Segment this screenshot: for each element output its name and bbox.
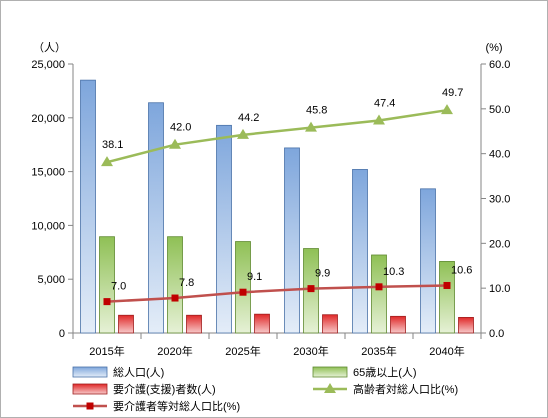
data-labels: 38.1 42.0 44.2 45.8 47.4 49.7 7.0 7.8 9.1 9.9 10.3… [102, 87, 472, 292]
y-left-tick-label: 0 [59, 328, 65, 340]
data-label-care-ratio: 7.0 [111, 281, 126, 293]
y-right-tick-label: 60.0 [489, 59, 510, 71]
y-left-tick-label: 10,000 [31, 220, 65, 232]
x-tick-label: 2020年 [157, 344, 192, 358]
legend-swatch [72, 383, 108, 395]
marker-care-ratio [171, 294, 179, 302]
data-label-elderly-ratio: 47.4 [374, 97, 395, 109]
legend-swatch [72, 366, 108, 378]
data-label-care-ratio: 10.6 [451, 264, 472, 276]
bar-care-needed [254, 313, 270, 334]
data-label-care-ratio: 7.8 [179, 277, 194, 289]
bar-aged-65-plus [235, 241, 251, 334]
legend-label: 高齢者対総人口比(%) [353, 382, 458, 396]
lines [101, 104, 453, 306]
y-right-tick-label: 20.0 [489, 238, 510, 250]
bar-care-needed [458, 316, 474, 334]
data-label-elderly-ratio: 42.0 [170, 122, 191, 134]
bar-total-population [284, 147, 300, 334]
bars [80, 79, 474, 334]
y-left-tick-label: 15,000 [31, 167, 65, 179]
axes: 0 5,000 10,000 15,000 20,000 25,000 0.0 10.0 20.… [31, 59, 510, 358]
x-tick-label: 2035年 [361, 344, 396, 358]
line-elderly-ratio [106, 108, 448, 164]
x-tick-label: 2025年 [225, 344, 260, 358]
marker-care-ratio [443, 281, 451, 289]
bar-care-needed [322, 314, 338, 334]
bar-total-population [352, 169, 368, 334]
x-tick-label: 2040年 [429, 344, 464, 358]
y-right-tick-label: 40.0 [489, 149, 510, 161]
legend-label: 要介護者等対総人口比(%) [113, 399, 240, 413]
y-left-tick-label: 25,000 [31, 59, 65, 71]
data-label-elderly-ratio: 44.2 [238, 112, 259, 124]
bar-total-population [420, 188, 436, 334]
data-label-elderly-ratio: 49.7 [442, 87, 463, 99]
bar-total-population [148, 102, 164, 334]
bar-aged-65-plus [99, 236, 115, 334]
legend-marker [86, 402, 94, 410]
line-care-ratio [106, 284, 448, 303]
marker-care-ratio [375, 283, 383, 291]
bar-total-population [216, 124, 232, 334]
y-left-unit: （人） [33, 41, 66, 54]
marker-care-ratio [307, 285, 315, 293]
data-label-care-ratio: 9.1 [247, 271, 262, 283]
bar-aged-65-plus [371, 254, 387, 334]
marker-elderly-ratio [373, 114, 385, 125]
legend-label: 65歳以上(人) [353, 366, 417, 379]
legend-aged-65-plus: 65歳以上(人) [312, 366, 417, 379]
legend-total-population: 総人口(人) [72, 365, 164, 379]
bar-care-needed [186, 314, 202, 334]
marker-elderly-ratio [441, 104, 453, 115]
legend-swatch [312, 366, 348, 378]
data-label-elderly-ratio: 45.8 [306, 105, 327, 117]
legend-elderly-ratio: 高齢者対総人口比(%) [313, 382, 458, 396]
y-left-tick-label: 5,000 [37, 274, 65, 286]
y-left-tick-label: 20,000 [31, 113, 65, 125]
marker-elderly-ratio [305, 121, 317, 132]
legend-marker [324, 383, 336, 393]
bar-care-needed [390, 315, 406, 334]
data-label-care-ratio: 9.9 [315, 268, 330, 280]
x-tick-label: 2015年 [89, 344, 124, 358]
marker-elderly-ratio [237, 128, 249, 139]
bar-aged-65-plus [167, 236, 183, 334]
y-right-tick-label: 50.0 [489, 104, 510, 116]
y-right-tick-label: 30.0 [489, 194, 510, 206]
data-label-elderly-ratio: 38.1 [102, 139, 123, 151]
legend-label: 総人口(人) [113, 365, 164, 379]
legend-care-ratio: 要介護者等対総人口比(%) [73, 399, 240, 413]
legend-care-needed: 要介護(支援)者数(人) [72, 382, 216, 396]
y-right-tick-label: 0.0 [489, 328, 504, 340]
y-right-tick-label: 10.0 [489, 283, 510, 295]
x-tick-label: 2030年 [293, 344, 328, 358]
legend: 総人口(人) 65歳以上(人) 要介護(支援)者数(人) 高齢者対総人口比(%) 要介護… [72, 365, 458, 413]
bar-aged-65-plus [439, 261, 455, 334]
data-label-care-ratio: 10.3 [383, 266, 404, 278]
marker-elderly-ratio [101, 156, 113, 167]
marker-care-ratio [103, 298, 111, 306]
marker-care-ratio [239, 288, 247, 296]
marker-elderly-ratio [169, 138, 181, 149]
bar-care-needed [118, 314, 134, 334]
y-right-unit: (%) [485, 42, 502, 54]
bar-total-population [80, 79, 96, 334]
legend-label: 要介護(支援)者数(人) [113, 382, 216, 396]
